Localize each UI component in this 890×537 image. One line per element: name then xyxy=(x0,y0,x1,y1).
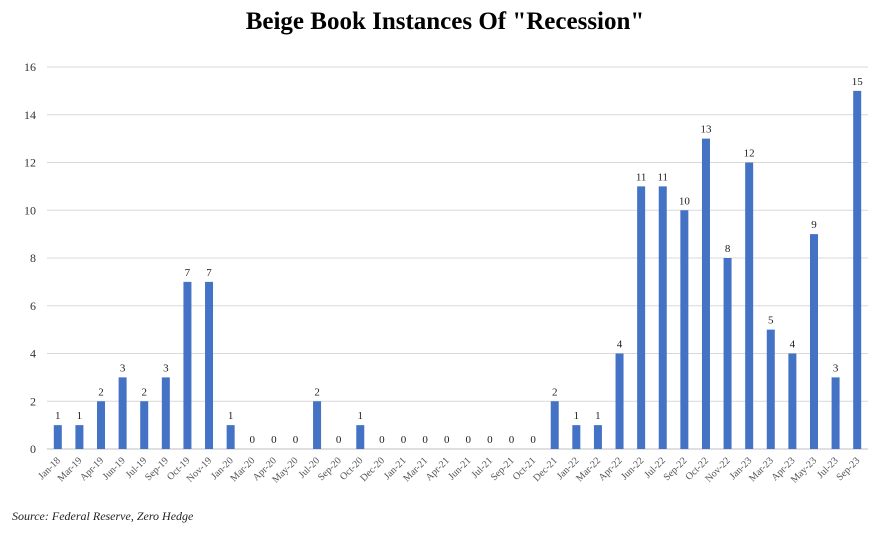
bar xyxy=(75,425,84,449)
x-tick-label: Mar-20 xyxy=(229,455,258,484)
data-label: 0 xyxy=(293,434,299,446)
gridlines xyxy=(47,66,868,450)
data-label: 0 xyxy=(336,434,342,446)
data-label: 9 xyxy=(811,219,817,231)
bar xyxy=(356,425,365,449)
bar xyxy=(183,281,192,449)
source-note: Source: Federal Reserve, Zero Hedge xyxy=(12,509,194,523)
data-label: 1 xyxy=(77,410,83,422)
bar xyxy=(809,234,818,449)
chart-title: Beige Book Instances Of "Recession" xyxy=(245,8,645,35)
data-label: 3 xyxy=(163,362,169,374)
bar xyxy=(745,162,754,449)
data-label: 0 xyxy=(487,434,493,446)
bar xyxy=(766,329,775,449)
data-label: 1 xyxy=(595,410,601,422)
y-axis: 0 2 4 6 8 10 12 14 16 xyxy=(24,60,36,456)
data-label: 0 xyxy=(530,434,536,446)
data-label: 4 xyxy=(617,339,623,351)
data-label: 2 xyxy=(141,386,147,398)
data-label: 3 xyxy=(833,362,839,374)
data-label: 8 xyxy=(725,243,731,255)
x-tick-label: Sep-21 xyxy=(489,455,517,483)
data-label: 7 xyxy=(185,267,191,279)
x-tick-label: Mar-22 xyxy=(574,455,603,484)
data-label: 3 xyxy=(120,362,126,374)
y-tick-label: 6 xyxy=(30,299,36,313)
x-tick-label: Sep-19 xyxy=(143,455,171,483)
x-tick-label: Sep-22 xyxy=(662,455,690,483)
x-tick-label: Apr-19 xyxy=(78,455,106,483)
bar xyxy=(658,186,667,449)
x-tick-label: Jun-21 xyxy=(446,455,473,482)
bar xyxy=(140,401,149,449)
x-tick-label: Mar-21 xyxy=(401,455,430,484)
bar xyxy=(788,353,797,449)
bar xyxy=(205,281,214,449)
bar xyxy=(593,425,602,449)
data-label: 2 xyxy=(98,386,104,398)
data-label: 12 xyxy=(744,148,755,160)
data-label: 13 xyxy=(700,124,712,136)
bar xyxy=(723,258,732,449)
data-label: 10 xyxy=(679,195,691,207)
data-label: 0 xyxy=(422,434,428,446)
data-label: 1 xyxy=(358,410,364,422)
data-label: 0 xyxy=(250,434,256,446)
y-tick-label: 10 xyxy=(24,203,36,217)
x-tick-label: Jun-19 xyxy=(101,455,128,482)
y-tick-label: 16 xyxy=(24,60,36,74)
bar xyxy=(615,353,624,449)
data-label: 1 xyxy=(228,410,234,422)
bar xyxy=(701,138,710,449)
data-label: 5 xyxy=(768,315,774,327)
bar xyxy=(313,401,322,449)
x-axis: Jan-18Mar-19Apr-19Jun-19Jul-19Sep-19Oct-… xyxy=(36,455,862,485)
data-label: 2 xyxy=(552,386,558,398)
y-tick-label: 4 xyxy=(30,347,36,361)
data-label: 0 xyxy=(379,434,385,446)
bars xyxy=(53,90,862,449)
y-tick-label: 2 xyxy=(30,394,36,408)
bar xyxy=(572,425,581,449)
bar xyxy=(550,401,559,449)
bar xyxy=(680,210,689,449)
data-label: 0 xyxy=(466,434,472,446)
data-label: 0 xyxy=(509,434,515,446)
bar xyxy=(53,425,62,449)
x-tick-label: Sep-23 xyxy=(834,455,862,483)
bar xyxy=(853,90,862,449)
data-label: 0 xyxy=(444,434,450,446)
data-label: 11 xyxy=(657,171,668,183)
x-tick-label: Apr-21 xyxy=(424,455,452,483)
y-tick-label: 14 xyxy=(24,108,36,122)
x-tick-label: Dec-20 xyxy=(358,455,387,484)
data-label: 1 xyxy=(55,410,61,422)
bar xyxy=(161,377,170,449)
data-label: 15 xyxy=(852,76,864,88)
data-label: 0 xyxy=(401,434,407,446)
bar xyxy=(118,377,127,449)
bar xyxy=(831,377,840,449)
data-label: 1 xyxy=(574,410,580,422)
x-tick-label: Dec-21 xyxy=(531,455,560,484)
data-label: 2 xyxy=(314,386,320,398)
x-tick-label: Apr-22 xyxy=(597,455,625,483)
x-tick-label: Sep-20 xyxy=(316,455,344,483)
bar xyxy=(226,425,235,449)
bar xyxy=(97,401,106,449)
data-label: 0 xyxy=(271,434,277,446)
y-tick-label: 12 xyxy=(24,156,36,170)
y-tick-label: 0 xyxy=(30,442,36,456)
data-label: 7 xyxy=(206,267,212,279)
x-tick-label: Jun-22 xyxy=(619,455,646,482)
x-tick-label: Mar-23 xyxy=(747,455,776,484)
data-label: 4 xyxy=(790,339,796,351)
bar xyxy=(637,186,646,449)
x-tick-label: Mar-19 xyxy=(56,455,85,484)
data-label: 11 xyxy=(636,171,647,183)
y-tick-label: 8 xyxy=(30,251,36,265)
